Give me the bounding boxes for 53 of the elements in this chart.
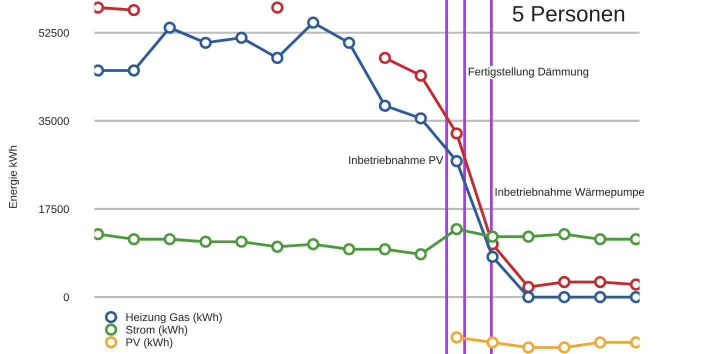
annotation: Fertigstellung Dämmung [468, 67, 588, 78]
point [128, 4, 140, 16]
point [414, 112, 427, 124]
point [450, 331, 463, 344]
y-tick-label: 52500 [38, 29, 69, 37]
point [378, 100, 392, 112]
annotation: Inbetriebnahme PV [349, 156, 444, 164]
point [128, 233, 140, 246]
point [271, 1, 284, 14]
point [128, 64, 140, 77]
point [486, 250, 499, 263]
point [486, 230, 499, 243]
point [450, 127, 463, 140]
y-axis-title: Energie kWh [8, 146, 20, 208]
legend-label: Heizung Gas (kWh) [126, 312, 222, 324]
point [450, 155, 463, 168]
point [235, 236, 248, 248]
point [522, 341, 535, 354]
point [594, 233, 606, 246]
point [342, 36, 356, 49]
annotation: Inbetriebnahme Wärmepumpe [496, 188, 644, 198]
point [522, 230, 535, 243]
point [378, 243, 392, 256]
legend-label: Strom (kWh) [126, 326, 188, 336]
point [378, 52, 392, 64]
y-tick-label: 0 [64, 293, 69, 302]
point [199, 236, 212, 248]
point [271, 52, 284, 64]
point [558, 228, 570, 240]
point [307, 238, 320, 250]
point [307, 16, 320, 29]
y-tick-label: 35000 [38, 117, 69, 125]
point [558, 290, 570, 304]
legend-label: PV (kWh) [126, 338, 172, 348]
point [235, 32, 248, 44]
point [199, 36, 212, 49]
point [594, 290, 606, 304]
point [450, 223, 463, 236]
point [558, 341, 570, 354]
y-tick-label: 17500 [39, 205, 69, 214]
point [164, 233, 176, 246]
point [164, 22, 176, 34]
point [342, 243, 356, 256]
point [594, 276, 606, 288]
point [486, 336, 499, 349]
point [414, 69, 427, 82]
point [522, 280, 535, 294]
point [414, 248, 427, 260]
point [594, 336, 606, 349]
chart-title: 5 Personen [512, 6, 624, 22]
point [271, 240, 284, 253]
point [558, 276, 570, 288]
point [522, 290, 535, 304]
